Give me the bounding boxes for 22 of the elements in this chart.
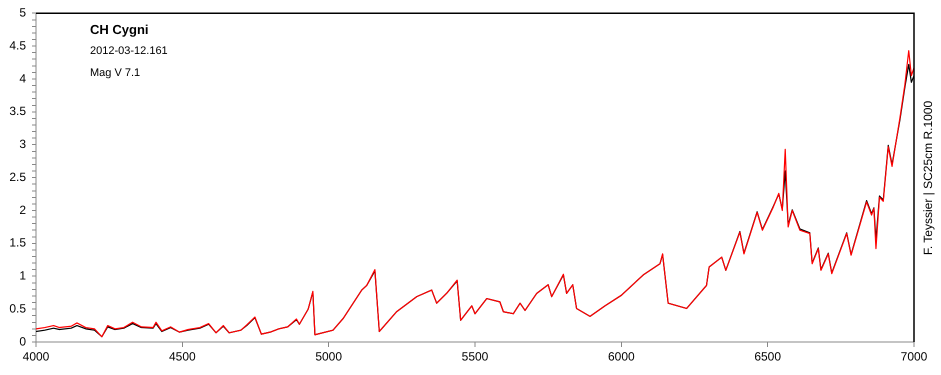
y-tick-label: 3 (19, 137, 26, 152)
text: F. Teyssier | SC25cm R.1000 (921, 100, 935, 255)
y-tick-label: 3.5 (9, 104, 26, 118)
y-tick-label: 1.5 (9, 236, 26, 250)
x-tick-label: 6500 (754, 350, 782, 364)
y-tick-label: 1 (19, 268, 26, 283)
x-tick-label: 4000 (22, 350, 50, 364)
annotation: Mag V 7.1 (90, 67, 140, 79)
x-tick-label: 6000 (608, 350, 636, 364)
y-tick-label: 0.5 (9, 301, 26, 316)
y-tick-label: 4 (19, 71, 26, 86)
x-tick-label: 5000 (315, 350, 342, 364)
text: CH Cygni (90, 22, 148, 37)
y-tick-label: 0 (19, 334, 26, 348)
annotation: 2012-03-12.161 (90, 45, 168, 57)
y-tick-label: 2.5 (9, 170, 26, 184)
x-tick-label: 5500 (462, 350, 489, 364)
y-tick-label: 2 (19, 202, 26, 217)
y-tick-label: 4.5 (9, 38, 26, 52)
y-tick-label: 5 (19, 6, 26, 20)
x-tick-label: 7000 (900, 350, 928, 364)
x-tick-label: 4500 (168, 350, 196, 364)
